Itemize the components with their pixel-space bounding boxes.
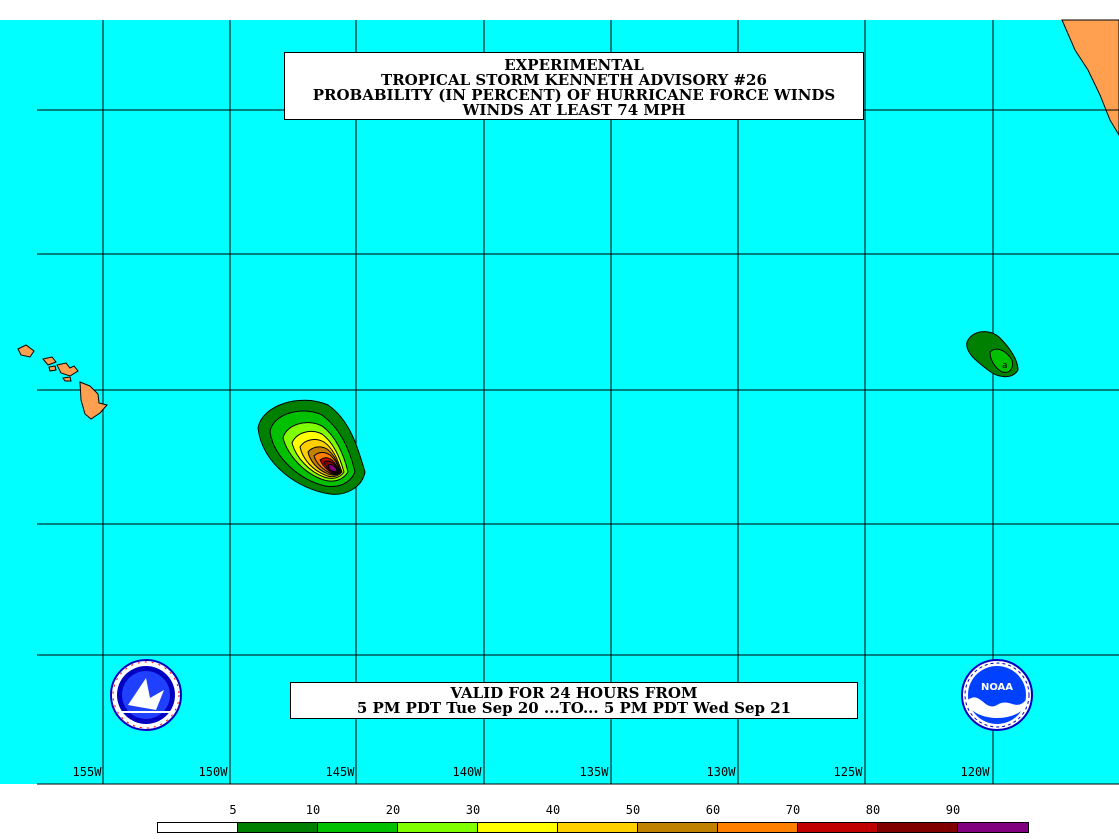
legend-label: 80 [865, 803, 881, 817]
title-box: EXPERIMENTAL TROPICAL STORM KENNETH ADVI… [284, 52, 864, 120]
longitude-label: 155W [72, 765, 102, 779]
longitude-label: 135W [579, 765, 609, 779]
longitude-label: 120W [960, 765, 990, 779]
hawaiian-islands [17, 344, 108, 420]
longitude-gridlines [102, 20, 994, 784]
valid-line-1: VALID FOR 24 HOURS FROM [450, 684, 698, 702]
legend-swatch [638, 823, 718, 832]
legend-swatch [478, 823, 558, 832]
kenneth-probability-contours [257, 399, 366, 495]
legend-label: 90 [945, 803, 961, 817]
legend-swatch [318, 823, 398, 832]
legend-label: 20 [385, 803, 401, 817]
secondary-probability-contour [966, 331, 1019, 378]
longitude-label: 125W [833, 765, 863, 779]
title-line-3: PROBABILITY (IN PERCENT) OF HURRICANE FO… [312, 86, 836, 104]
legend-label: 60 [705, 803, 721, 817]
legend-swatch [878, 823, 958, 832]
longitude-label: 140W [452, 765, 482, 779]
legend-label: 10 [305, 803, 321, 817]
legend-swatch [718, 823, 798, 832]
contour-label: a [1002, 361, 1007, 371]
legend-label: 40 [545, 803, 561, 817]
nws-logo [110, 659, 182, 731]
valid-time-box: VALID FOR 24 HOURS FROM 5 PM PDT Tue Sep… [290, 682, 858, 719]
legend-label: 70 [785, 803, 801, 817]
legend-color-bar [157, 822, 1029, 833]
noaa-logo-text: NOAA [981, 682, 1013, 693]
ocean-area [0, 20, 1119, 784]
title-line-2: TROPICAL STORM KENNETH ADVISORY #26 [381, 71, 767, 89]
legend-label: 50 [625, 803, 641, 817]
longitude-label: 145W [325, 765, 355, 779]
longitude-label: 150W [198, 765, 228, 779]
valid-line-2: 5 PM PDT Tue Sep 20 ...TO... 5 PM PDT We… [356, 699, 792, 717]
title-line-1: EXPERIMENTAL [504, 56, 644, 74]
noaa-logo [961, 659, 1033, 731]
legend-swatch [398, 823, 478, 832]
title-line-4: WINDS AT LEAST 74 MPH [462, 101, 686, 119]
legend-swatch [958, 823, 1028, 832]
legend-label: 30 [465, 803, 481, 817]
legend-swatch [558, 823, 638, 832]
legend-swatch [798, 823, 878, 832]
mexico-landmass [1061, 19, 1119, 136]
legend-swatch [238, 823, 318, 832]
legend-swatch [158, 823, 238, 832]
longitude-label: 130W [706, 765, 736, 779]
legend-label: 5 [229, 803, 237, 817]
